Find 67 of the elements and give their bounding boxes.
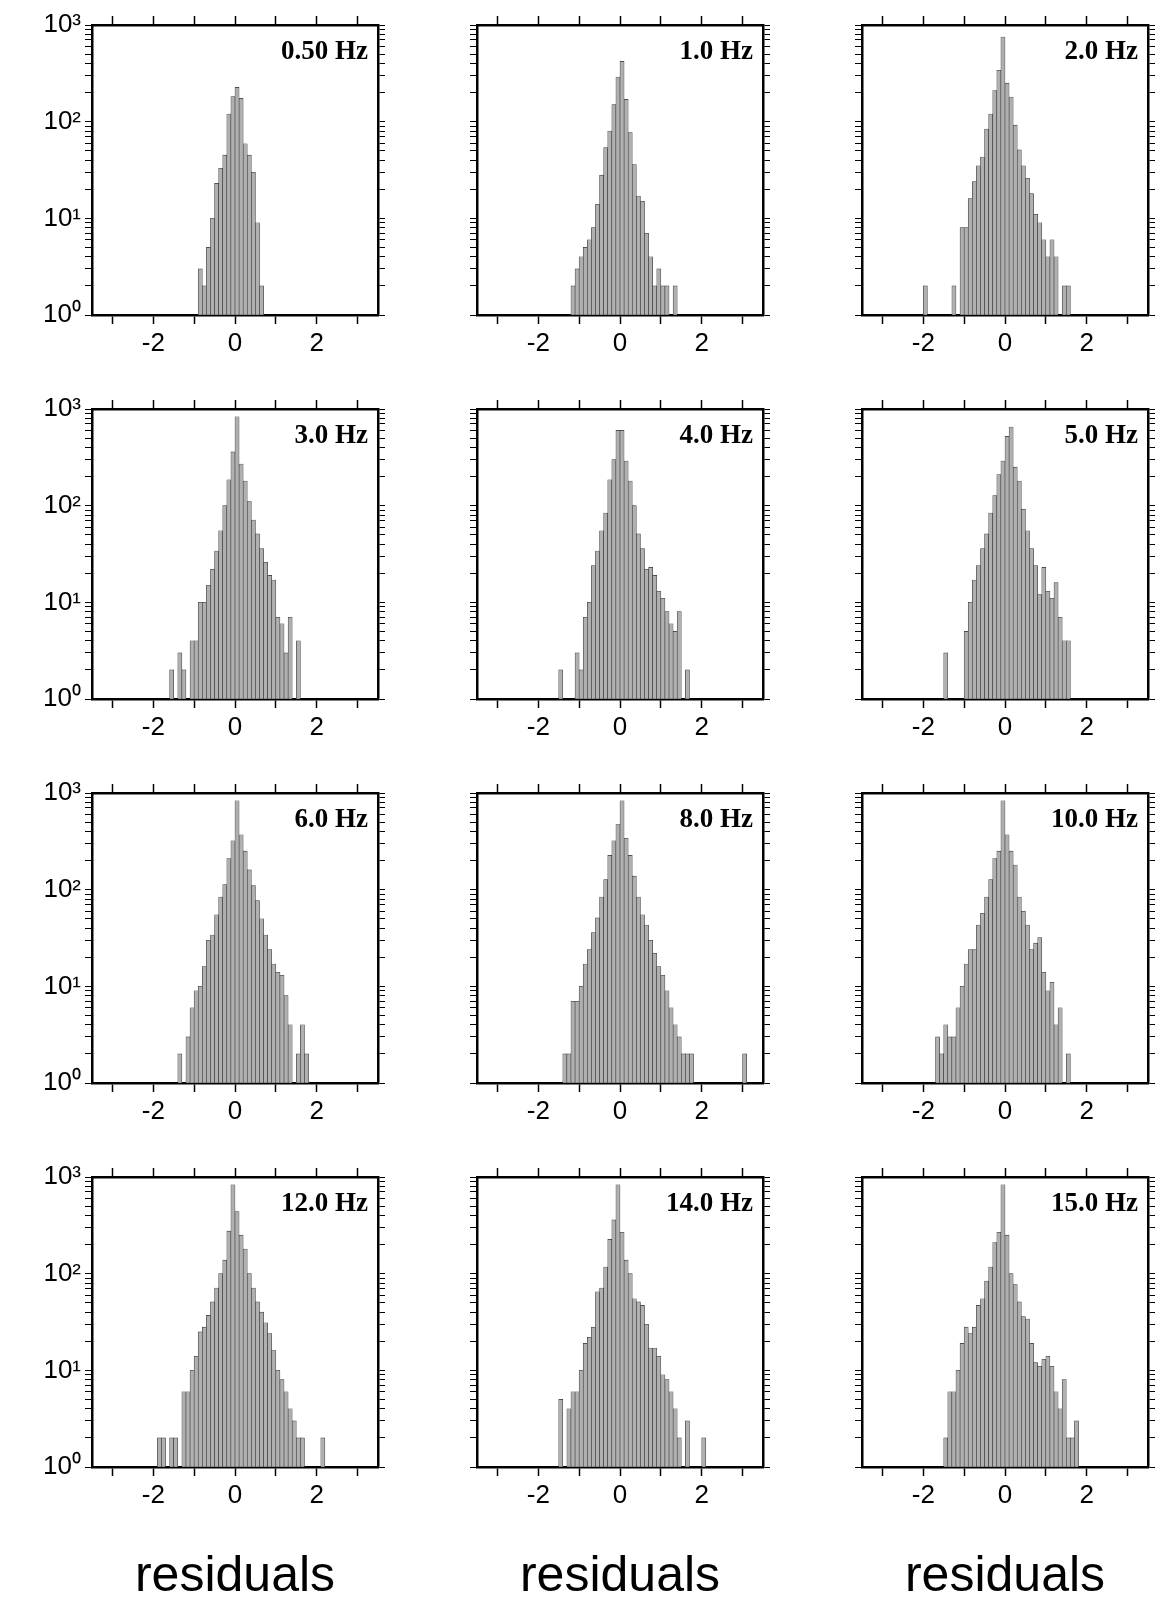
chart-title: 0.50 Hz <box>281 35 368 66</box>
x-tick-label: 0 <box>997 1478 1013 1509</box>
x-tick-label: 2 <box>309 1094 324 1125</box>
x-tick-label: 2 <box>694 1094 709 1125</box>
x-axis-title: residuals <box>904 1545 1106 1600</box>
x-axis-title: residuals <box>134 1545 336 1600</box>
chart-title: 8.0 Hz <box>679 803 753 834</box>
y-tick-label: 10² <box>43 104 82 135</box>
y-tick-label: 10¹ <box>43 201 82 232</box>
x-tick-label: -2 <box>911 326 935 357</box>
y-tick-label: 10³ <box>43 776 82 807</box>
chart-title: 6.0 Hz <box>294 803 368 834</box>
chart-title: 15.0 Hz <box>1051 1187 1138 1218</box>
chart-title: 12.0 Hz <box>281 1187 368 1218</box>
x-tick-label: 2 <box>694 1478 709 1509</box>
x-tick-label: -2 <box>141 1094 165 1125</box>
y-tick-label: 10³ <box>43 1160 82 1191</box>
x-tick-label: 0 <box>227 326 243 357</box>
x-tick-label: 2 <box>1079 326 1094 357</box>
x-tick-label: 0 <box>612 1094 628 1125</box>
x-tick-label: 2 <box>1079 1478 1094 1509</box>
x-tick-label: -2 <box>526 326 550 357</box>
x-tick-label: -2 <box>526 1478 550 1509</box>
x-tick-label: 0 <box>612 326 628 357</box>
y-tick-label: 10⁰ <box>43 1450 81 1481</box>
x-tick-label: 2 <box>1079 1094 1094 1125</box>
x-tick-label: 2 <box>309 326 324 357</box>
x-tick-label: 2 <box>1079 710 1094 741</box>
x-tick-label: -2 <box>141 710 165 741</box>
x-tick-label: 2 <box>694 710 709 741</box>
chart-title: 4.0 Hz <box>679 419 753 450</box>
x-tick-label: 0 <box>997 326 1013 357</box>
x-tick-label: 2 <box>694 326 709 357</box>
x-tick-label: 2 <box>309 1478 324 1509</box>
x-tick-label: 0 <box>612 710 628 741</box>
y-tick-label: 10⁰ <box>43 1066 81 1097</box>
x-tick-label: 0 <box>227 1094 243 1125</box>
x-tick-label: -2 <box>911 710 935 741</box>
y-tick-label: 10² <box>43 1256 82 1287</box>
x-axis-title: residuals <box>519 1545 721 1600</box>
x-tick-label: 2 <box>309 710 324 741</box>
x-tick-label: -2 <box>141 326 165 357</box>
x-tick-label: 0 <box>997 710 1013 741</box>
x-tick-label: 0 <box>227 1478 243 1509</box>
y-tick-label: 10¹ <box>43 1353 82 1384</box>
x-tick-label: -2 <box>911 1094 935 1125</box>
y-tick-label: 10² <box>43 872 82 903</box>
y-tick-label: 10³ <box>43 392 82 423</box>
chart-title: 2.0 Hz <box>1064 35 1138 66</box>
x-tick-label: 0 <box>612 1478 628 1509</box>
chart-title: 3.0 Hz <box>294 419 368 450</box>
y-tick-label: 10¹ <box>43 969 82 1000</box>
x-tick-label: -2 <box>526 1094 550 1125</box>
x-tick-label: -2 <box>911 1478 935 1509</box>
x-tick-label: -2 <box>141 1478 165 1509</box>
y-tick-label: 10³ <box>43 8 82 39</box>
x-tick-label: -2 <box>526 710 550 741</box>
y-tick-label: 10⁰ <box>43 682 81 713</box>
y-tick-label: 10⁰ <box>43 298 81 329</box>
chart-title: 10.0 Hz <box>1051 803 1138 834</box>
chart-title: 14.0 Hz <box>666 1187 753 1218</box>
chart-title: 1.0 Hz <box>679 35 753 66</box>
x-tick-label: 0 <box>997 1094 1013 1125</box>
x-tick-label: 0 <box>227 710 243 741</box>
chart-title: 5.0 Hz <box>1064 419 1138 450</box>
y-tick-label: 10¹ <box>43 585 82 616</box>
y-tick-label: 10² <box>43 488 82 519</box>
